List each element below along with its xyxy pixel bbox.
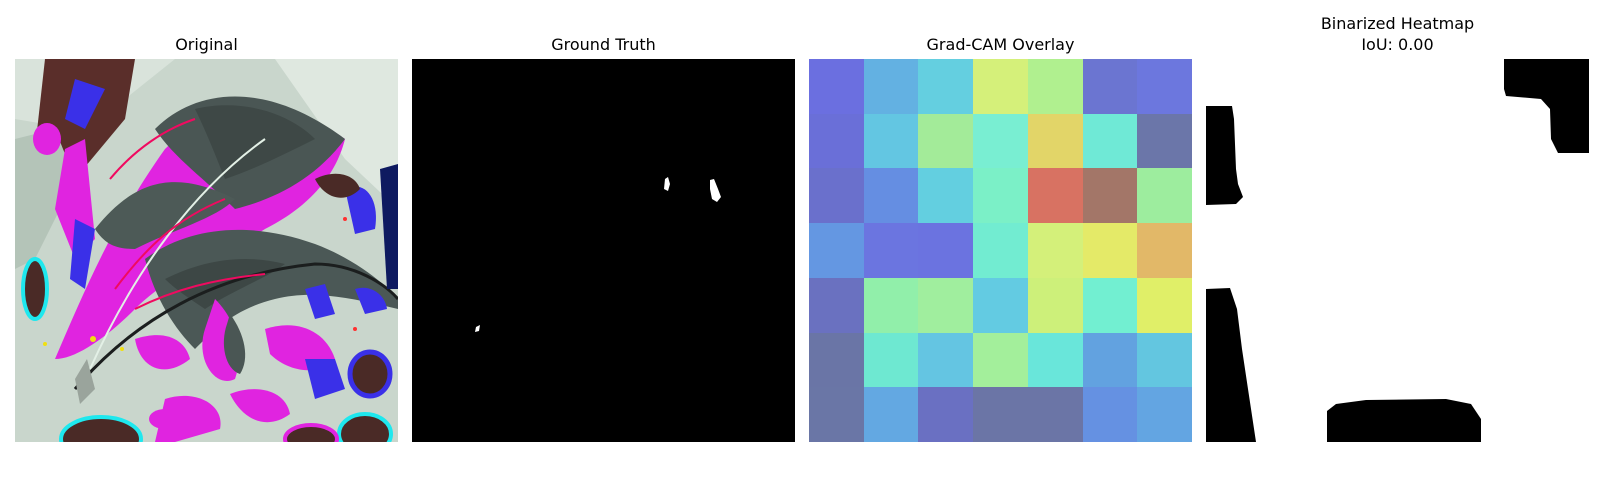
gradcam-cell [864, 278, 918, 333]
gradcam-cell [918, 59, 973, 114]
panel-title-ground-truth: Ground Truth [412, 34, 795, 55]
gradcam-cell [973, 223, 1028, 278]
original-leaf-image [15, 59, 398, 442]
ground-truth-mask-svg [412, 59, 795, 442]
gradcam-cell [1137, 168, 1192, 223]
panel-title-gradcam: Grad-CAM Overlay [809, 34, 1192, 55]
original-leaf-image-svg [15, 59, 398, 442]
gradcam-cell [864, 114, 918, 168]
panel-title-binarized: Binarized Heatmap [1206, 13, 1589, 34]
panel-binarized: Binarized Heatmap IoU: 0.00 [1206, 0, 1589, 500]
panel-gradcam: Grad-CAM Overlay [809, 0, 1192, 500]
gradcam-cell [809, 278, 864, 333]
gradcam-cell [973, 168, 1028, 223]
gradcam-cell [973, 333, 1028, 387]
gradcam-cell [809, 59, 864, 114]
gradcam-cell [918, 168, 973, 223]
gradcam-cell [864, 59, 918, 114]
gradcam-cell [809, 114, 864, 168]
gradcam-cell [1028, 333, 1083, 387]
binarized-heatmap-svg [1206, 59, 1589, 442]
gradcam-cell [1028, 59, 1083, 114]
gradcam-cell [1083, 278, 1137, 333]
gradcam-cell [1083, 114, 1137, 168]
gradcam-cell [918, 278, 973, 333]
ground-truth-mask [412, 59, 795, 442]
gradcam-cell [918, 333, 973, 387]
gradcam-cell [1083, 333, 1137, 387]
gradcam-cell [1137, 387, 1192, 442]
binarized-region-bottom [1327, 399, 1481, 442]
gradcam-cell [973, 114, 1028, 168]
gradcam-cell [864, 387, 918, 442]
gradcam-cell [864, 168, 918, 223]
iou-score: IoU: 0.00 [1206, 34, 1589, 55]
gradcam-cell [1028, 278, 1083, 333]
gradcam-cell [973, 278, 1028, 333]
gradcam-cell [864, 333, 918, 387]
gradcam-cell [1028, 223, 1083, 278]
gradcam-cell [809, 333, 864, 387]
gradcam-cell [1083, 387, 1137, 442]
gradcam-cell [973, 59, 1028, 114]
gradcam-overlay [809, 59, 1192, 442]
gradcam-cell [809, 387, 864, 442]
gradcam-cell [1083, 59, 1137, 114]
gradcam-cell [918, 114, 973, 168]
gradcam-cell [1137, 278, 1192, 333]
binarized-heatmap [1206, 59, 1589, 442]
gradcam-cell [1028, 387, 1083, 442]
gradcam-cell [809, 223, 864, 278]
gradcam-cell [1137, 59, 1192, 114]
panel-original: Original [15, 0, 398, 500]
panel-ground-truth: Ground Truth [412, 0, 795, 500]
panel-title-original: Original [15, 34, 398, 55]
gradcam-cell [1083, 223, 1137, 278]
gradcam-cell [973, 387, 1028, 442]
gradcam-cell [1028, 114, 1083, 168]
gradcam-cell [1028, 168, 1083, 223]
gradcam-cell [809, 168, 864, 223]
gradcam-cell [1137, 223, 1192, 278]
gradcam-cell [918, 387, 973, 442]
gradcam-cell [1137, 333, 1192, 387]
gradcam-cell [864, 223, 918, 278]
gradcam-cell [918, 223, 973, 278]
gradcam-cell [1083, 168, 1137, 223]
gradcam-cell [1137, 114, 1192, 168]
gradcam-overlay-svg [809, 59, 1192, 442]
